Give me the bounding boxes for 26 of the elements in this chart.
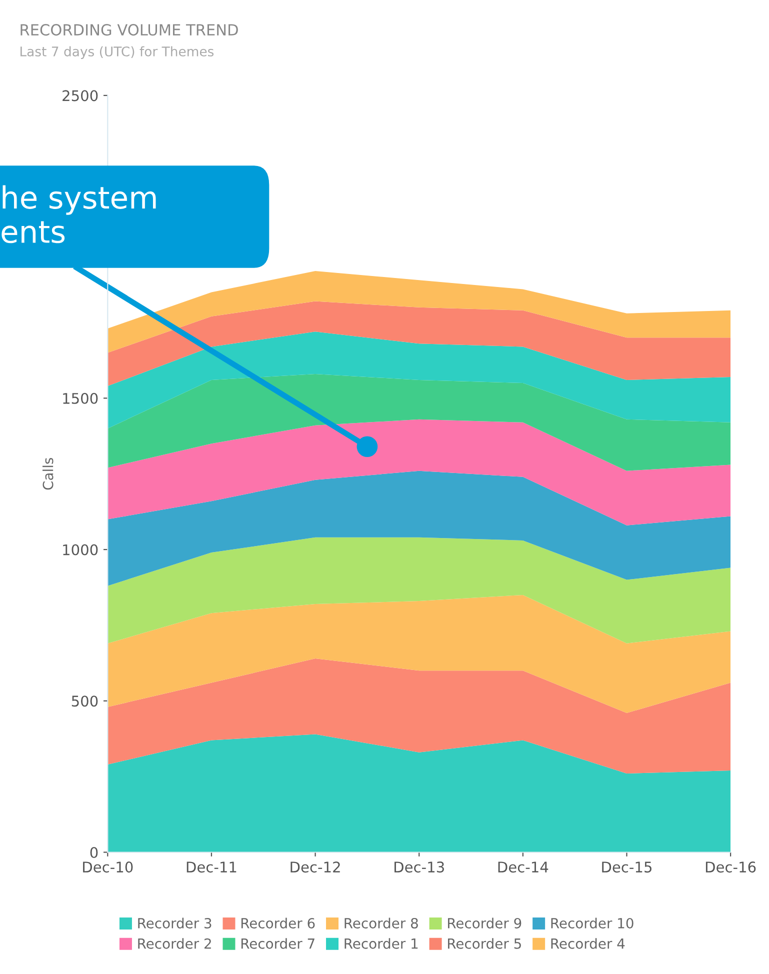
legend-label: Recorder 5: [448, 938, 521, 949]
x-tick-label: Dec-11: [186, 862, 236, 873]
x-tick-label: Dec-16: [706, 862, 756, 873]
y-tick-label: 500: [72, 696, 98, 707]
x-tick-label: Dec-10: [83, 862, 133, 873]
x-tick-label: Dec-12: [290, 862, 340, 873]
y-tick-label: 0: [90, 846, 98, 858]
legend-label: Recorder 1: [344, 938, 418, 949]
y-axis-title: Calls: [42, 458, 54, 490]
legend-label: Recorder 4: [551, 938, 625, 949]
legend-label: Recorder 7: [241, 938, 314, 949]
legend-label: Recorder 9: [448, 918, 522, 928]
y-tick-label: 1000: [63, 544, 98, 556]
x-tick-label: Dec-14: [498, 862, 548, 873]
annotation: he system ents: [2, 185, 156, 244]
legend-label: Recorder 3: [138, 918, 212, 928]
legend-label: Recorder 6: [241, 918, 315, 928]
legend-label: Recorder 8: [344, 918, 418, 928]
x-tick-label: Dec-15: [602, 862, 652, 873]
legend-label: Recorder 10: [551, 918, 634, 928]
y-tick-label: 1500: [63, 392, 98, 404]
legend-label: Recorder 2: [138, 938, 211, 949]
chart-subtitle: Last 7 days (UTC) for Themes: [20, 46, 214, 59]
y-tick-label: 2500: [62, 90, 98, 102]
x-tick-label: Dec-13: [394, 862, 444, 873]
chart-title: RECORDING VOLUME TREND: [20, 24, 238, 36]
